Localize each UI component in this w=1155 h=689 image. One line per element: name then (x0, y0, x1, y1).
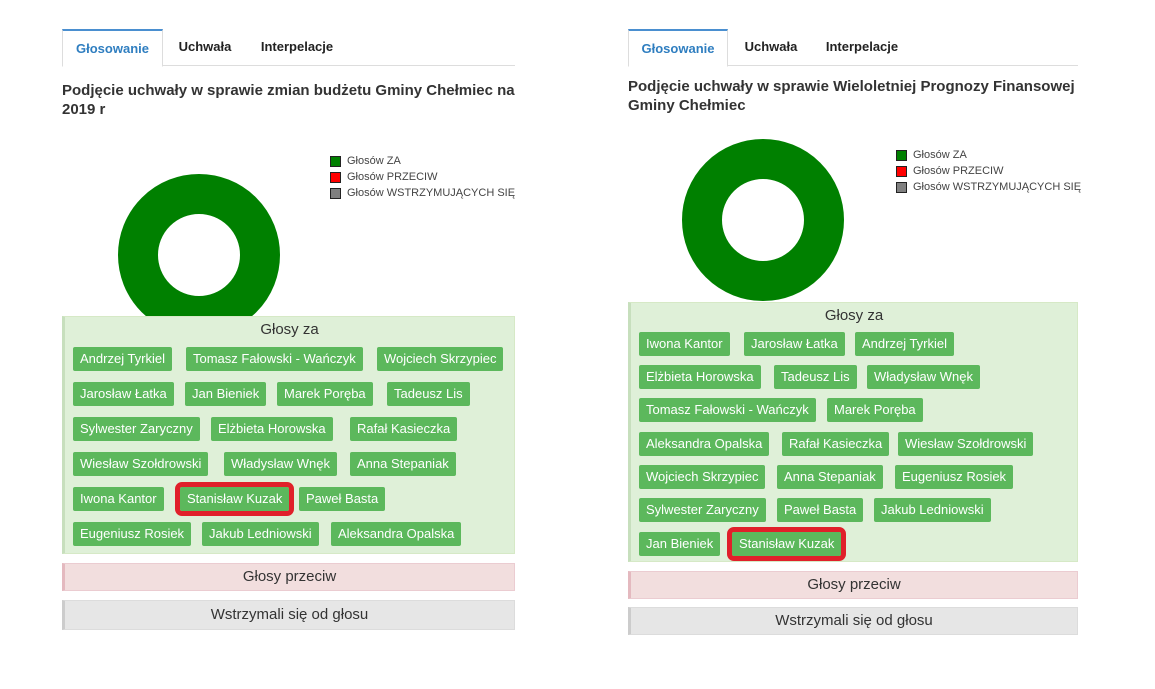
voter-chip: Wiesław Szołdrowski (898, 432, 1034, 456)
donut-segment-za (118, 174, 280, 336)
voter-chip: Rafał Kasieczka (782, 432, 890, 456)
voter-chip: Sylwester Zaryczny (639, 498, 766, 522)
legend-item-wstrzymujacych: Głosów WSTRZYMUJĄCYCH SIĘ (330, 185, 515, 201)
voter-chip: Wiesław Szołdrowski (73, 452, 209, 476)
voter-chip: Anna Stepaniak (350, 452, 456, 476)
votes-for-heading: Głosy za (824, 307, 884, 324)
voter-chip: Rafał Kasieczka (350, 417, 458, 441)
legend-item-przeciw: Głosów PRZECIW (896, 163, 1081, 179)
voter-chip: Iwona Kantor (73, 487, 164, 511)
page-title: Podjęcie uchwały w sprawie Wieloletniej … (628, 77, 1078, 115)
voter-chip: Eugeniusz Rosiek (895, 465, 1014, 489)
votes-for-box: Głosy za Iwona Kantor Jarosław Łatka And… (628, 302, 1078, 562)
left-tab-bar: Głosowanie Uchwała Interpelacje (62, 29, 515, 67)
votes-for-box: Głosy za Andrzej Tyrkiel Tomasz Fałowski… (62, 316, 515, 554)
page-title: Podjęcie uchwały w sprawie zmian budżetu… (62, 81, 515, 119)
voter-chip: Elżbieta Horowska (639, 365, 761, 389)
tab-interpelacje[interactable]: Interpelacje (825, 39, 899, 54)
votes-for-heading: Głosy za (260, 321, 319, 338)
legend-swatch-gray (330, 187, 341, 199)
vote-donut-chart (118, 174, 280, 336)
voter-chip: Wojciech Skrzypiec (639, 465, 766, 489)
vote-donut-chart (682, 139, 844, 301)
voter-chip: Tomasz Fałowski - Wańczyk (639, 398, 816, 422)
voter-chip: Paweł Basta (777, 498, 864, 522)
voter-chip: Iwona Kantor (639, 332, 730, 356)
voter-chip: Anna Stepaniak (777, 465, 883, 489)
title-line: Gminy Chełmiec (628, 97, 746, 114)
tab-uchwala[interactable]: Uchwała (744, 39, 798, 54)
voter-chip: Marek Poręba (827, 398, 923, 422)
voter-chip: Eugeniusz Rosiek (73, 522, 192, 546)
voter-chip: Aleksandra Opalska (331, 522, 462, 546)
voter-chip: Aleksandra Opalska (639, 432, 770, 456)
voter-chip: Paweł Basta (299, 487, 386, 511)
votes-against-box[interactable]: Głosy przeciw (62, 563, 515, 591)
legend-item-wstrzymujacych: Głosów WSTRZYMUJĄCYCH SIĘ (896, 179, 1081, 195)
donut-segment-za (682, 139, 844, 301)
voter-chip: Sylwester Zaryczny (73, 417, 200, 441)
voter-chip: Władysław Wnęk (224, 452, 337, 476)
legend-swatch-red (330, 171, 341, 183)
votes-abstain-box[interactable]: Wstrzymali się od głosu (62, 600, 515, 630)
left-voting-panel: Głosowanie Uchwała Interpelacje Podjęcie… (62, 29, 515, 635)
legend-swatch-gray (896, 181, 907, 193)
title-line: Podjęcie uchwały w sprawie zmian budżetu… (62, 82, 515, 99)
legend-label: Głosów ZA (913, 149, 967, 161)
legend-label: Głosów PRZECIW (913, 165, 1004, 177)
voter-chip: Andrzej Tyrkiel (855, 332, 955, 356)
legend-swatch-green (330, 155, 341, 167)
legend-label: Głosów ZA (347, 155, 401, 167)
voter-chip: Tadeusz Lis (387, 382, 470, 406)
tab-uchwala[interactable]: Uchwała (178, 39, 232, 54)
voter-chip: Wojciech Skrzypiec (377, 347, 504, 371)
legend-item-za: Głosów ZA (330, 153, 515, 169)
tab-interpelacje[interactable]: Interpelacje (260, 39, 334, 54)
legend-label: Głosów WSTRZYMUJĄCYCH SIĘ (347, 187, 516, 199)
voter-chip: Tomasz Fałowski - Wańczyk (186, 347, 363, 371)
right-voting-panel: Głosowanie Uchwała Interpelacje Podjęcie… (628, 29, 1081, 637)
legend-item-przeciw: Głosów PRZECIW (330, 169, 515, 185)
title-line: 2019 r (62, 101, 106, 118)
voter-chip: Jakub Ledniowski (202, 522, 319, 546)
tab-glosowanie[interactable]: Głosowanie (628, 29, 728, 67)
voter-chip-highlighted: Stanisław Kuzak (174, 482, 295, 516)
voter-chip: Władysław Wnęk (867, 365, 980, 389)
voter-chip: Jan Bieniek (639, 532, 721, 556)
chart-legend: Głosów ZA Głosów PRZECIW Głosów WSTRZYMU… (330, 153, 515, 201)
voter-chip: Tadeusz Lis (774, 365, 857, 389)
voter-chip: Elżbieta Horowska (211, 417, 333, 441)
voter-chip-highlighted: Stanisław Kuzak (726, 527, 847, 561)
voter-chip: Andrzej Tyrkiel (73, 347, 173, 371)
votes-abstain-box[interactable]: Wstrzymali się od głosu (628, 607, 1078, 635)
voter-chip: Jan Bieniek (185, 382, 267, 406)
right-tab-bar: Głosowanie Uchwała Interpelacje (628, 29, 1078, 67)
chart-legend: Głosów ZA Głosów PRZECIW Głosów WSTRZYMU… (896, 147, 1081, 195)
legend-item-za: Głosów ZA (896, 147, 1081, 163)
legend-swatch-red (896, 165, 907, 177)
voter-chip: Jarosław Łatka (744, 332, 845, 356)
voter-chip: Marek Poręba (277, 382, 373, 406)
voter-chip: Jakub Ledniowski (874, 498, 991, 522)
voter-chip: Jarosław Łatka (73, 382, 174, 406)
legend-label: Głosów PRZECIW (347, 171, 438, 183)
tab-glosowanie[interactable]: Głosowanie (62, 29, 163, 67)
votes-against-box[interactable]: Głosy przeciw (628, 571, 1078, 599)
legend-swatch-green (896, 149, 907, 161)
title-line: Podjęcie uchwały w sprawie Wieloletniej … (628, 78, 1075, 95)
legend-label: Głosów WSTRZYMUJĄCYCH SIĘ (913, 181, 1082, 193)
